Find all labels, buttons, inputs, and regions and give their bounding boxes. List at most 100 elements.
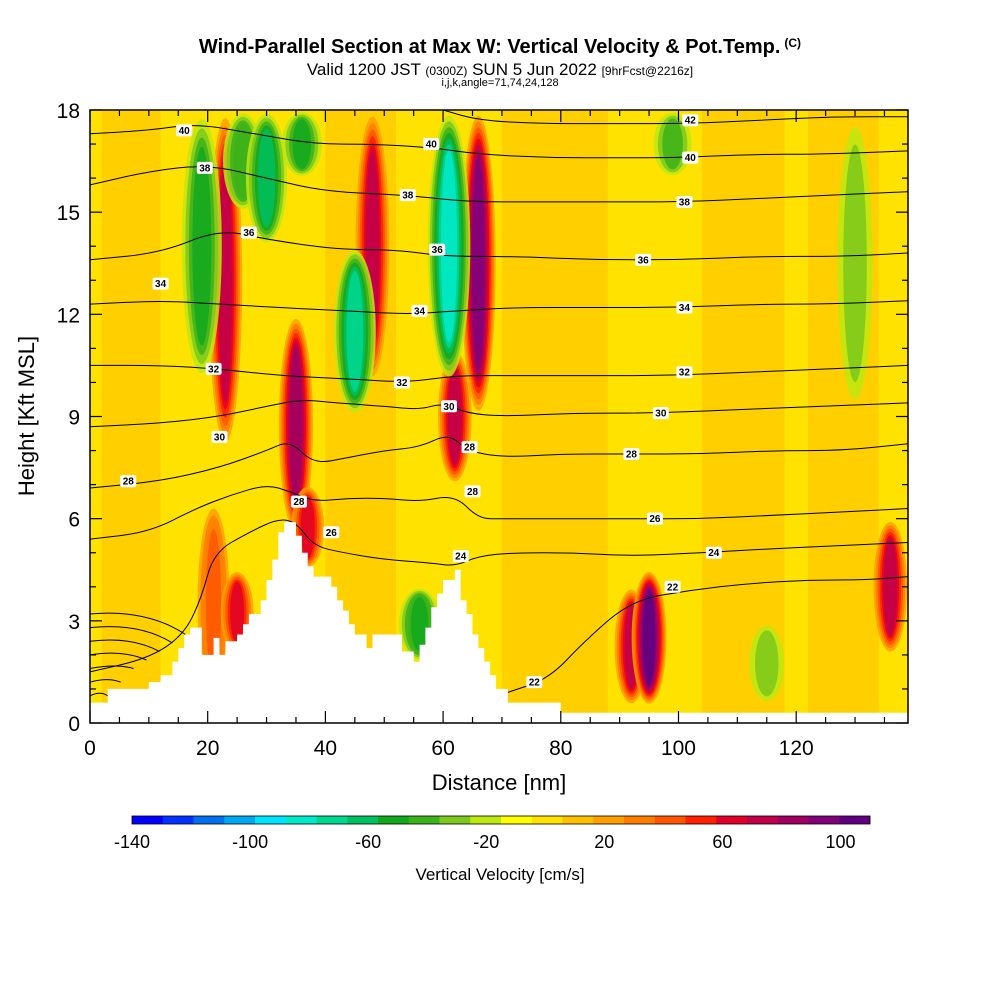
contour-label-bg	[461, 441, 478, 454]
forecast-info: [9hrFcst@2216z]	[601, 64, 694, 78]
updraft-core	[461, 115, 496, 411]
contour-label: 30	[652, 407, 669, 420]
contour-label-bg	[196, 161, 213, 174]
theta-contour-surface	[90, 626, 173, 644]
contour-label-bg	[676, 195, 693, 208]
x-tick-label: 80	[549, 737, 572, 760]
colorbar-swatch	[624, 816, 656, 824]
downdraft-core	[281, 112, 322, 176]
updraft-level	[472, 155, 485, 371]
contour-label-bg	[440, 400, 457, 413]
contour-label-bg	[646, 512, 663, 525]
contour-label: 22	[526, 676, 543, 689]
field-band	[501, 110, 608, 723]
contour-label: 32	[676, 366, 693, 379]
contour-label-text: 36	[243, 228, 255, 239]
contour-label-bg	[676, 301, 693, 314]
y-tick-label: 9	[68, 407, 80, 430]
colorbar-frame	[131, 815, 871, 825]
field-band	[702, 110, 785, 723]
updraft-level	[289, 347, 303, 504]
chart-title: Wind-Parallel Section at Max W: Vertical…	[0, 36, 1000, 59]
y-tick-label: 6	[68, 509, 80, 532]
x-tick-label: 40	[314, 737, 337, 760]
contour-label: 36	[635, 253, 652, 266]
contour-label-bg	[664, 580, 681, 593]
colorbar-swatch	[654, 816, 686, 824]
contour-label-bg	[682, 151, 699, 164]
contour-label-text: 28	[626, 449, 638, 460]
colorbar-swatch	[162, 816, 194, 824]
x-tick-label: 100	[661, 737, 696, 760]
colorbar-swatch	[224, 816, 256, 824]
theta-contour-30	[90, 400, 908, 428]
contour-label-text: 38	[679, 197, 691, 208]
colorbar-swatch	[439, 816, 471, 824]
chart-title-mark: (C)	[784, 36, 802, 50]
contour-label-bg	[393, 376, 410, 389]
colorbar-swatch	[716, 816, 748, 824]
contour-label: 30	[440, 400, 457, 413]
contour-label: 34	[411, 304, 428, 317]
updraft-core	[197, 508, 230, 700]
updraft-core	[873, 521, 908, 652]
contour-label-text: 38	[199, 163, 211, 174]
contour-label-bg	[323, 526, 340, 539]
theta-contour-surface	[90, 652, 147, 661]
x-tick-label: 120	[779, 737, 814, 760]
contour-label-bg	[635, 253, 652, 266]
contour-label-text: 40	[685, 153, 697, 164]
contour-labels: 40 38 36 34 32 30 28 28 26 40 38 36 34 32 30 28 28 24 42 40…	[120, 114, 722, 689]
downdraft-level	[843, 144, 867, 383]
contour-label: 32	[393, 376, 410, 389]
contour-label: 30	[211, 430, 228, 443]
updraft-core	[438, 351, 472, 482]
x-tick-label: 20	[196, 737, 219, 760]
colorbar-swatch	[685, 816, 717, 824]
colorbar-swatch	[839, 816, 871, 824]
updraft-level	[448, 368, 462, 465]
colorbar-swatch	[808, 816, 840, 824]
theta-contour-26	[90, 486, 908, 540]
field-band	[101, 110, 161, 723]
contour-label-text: 30	[655, 409, 667, 420]
theta-contour-surface	[90, 679, 121, 683]
contour-label: 40	[423, 138, 440, 151]
contour-label: 28	[464, 485, 481, 498]
theta-contour-28	[90, 436, 908, 489]
contour-label-bg	[240, 226, 257, 239]
updraft-core	[278, 319, 314, 532]
colorbar-tick-label: 20	[594, 832, 614, 852]
contour-label-text: 30	[214, 432, 226, 443]
contour-label: 26	[323, 526, 340, 539]
contour-label-text: 26	[649, 514, 661, 525]
colorbar-swatch	[562, 816, 594, 824]
contour-label-bg	[452, 550, 469, 563]
valid-time-utc: (0300Z)	[425, 64, 468, 78]
contour-label-text: 32	[396, 378, 408, 389]
colorbar-swatch	[132, 816, 164, 824]
contour-label: 26	[646, 512, 663, 525]
contour-label-bg	[464, 485, 481, 498]
x-tick-label: 60	[431, 737, 454, 760]
contour-label-text: 34	[679, 303, 691, 314]
contour-label-text: 22	[667, 582, 679, 593]
contour-label-bg	[211, 430, 228, 443]
downdraft-level	[192, 146, 212, 346]
contour-label-text: 38	[402, 191, 414, 202]
contour-label-bg	[676, 366, 693, 379]
theta-contour-24	[90, 519, 908, 673]
contour-label: 28	[290, 495, 307, 508]
valid-time-jst: Valid 1200 JST	[306, 60, 421, 79]
valid-date: SUN 5 Jun 2022	[472, 60, 597, 79]
contour-label-bg	[526, 676, 543, 689]
contour-label-text: 28	[123, 477, 135, 488]
colorbar-swatch	[193, 816, 225, 824]
downdraft-level	[440, 150, 458, 343]
contour-label-text: 24	[708, 548, 720, 559]
chart-subtitle: Valid 1200 JST (0300Z) SUN 5 Jun 2022 [9…	[0, 60, 1000, 80]
downdraft-core	[749, 625, 785, 702]
contour-label: 40	[176, 124, 193, 137]
theta-contour-34	[90, 300, 908, 314]
contour-label: 40	[682, 151, 699, 164]
